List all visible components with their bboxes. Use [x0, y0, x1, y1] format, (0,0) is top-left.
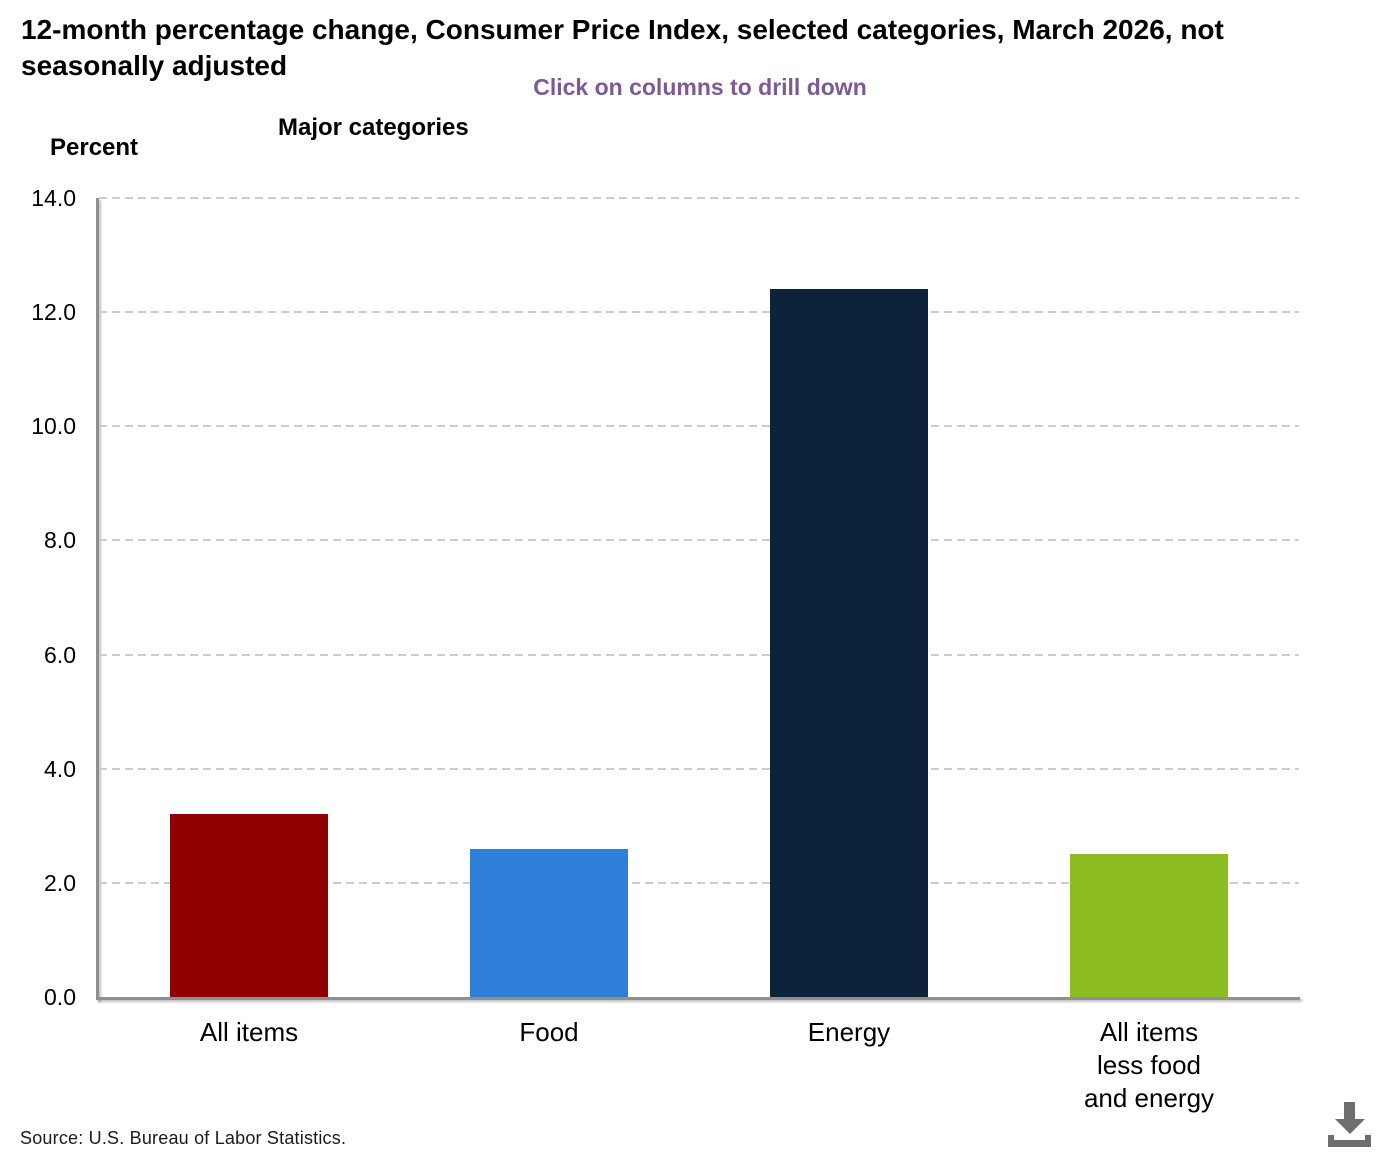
gridline — [99, 311, 1299, 313]
gridline — [99, 197, 1299, 199]
x-axis-label-line: and energy — [1083, 1083, 1215, 1113]
chart-subtitle: Click on columns to drill down — [533, 74, 867, 100]
x-axis-label: Energy — [739, 1016, 959, 1049]
y-tick-label: 8.0 — [44, 527, 76, 553]
y-tick-label: 12.0 — [31, 299, 76, 325]
x-axis-label-line: Energy — [807, 1017, 891, 1047]
x-axis-label-line: All items — [1099, 1017, 1199, 1047]
y-tick-label: 2.0 — [44, 870, 76, 896]
download-icon[interactable] — [1328, 1098, 1372, 1148]
bar-energy[interactable] — [770, 289, 928, 997]
gridline — [99, 768, 1299, 770]
chart-title-line-1: 12-month percentage change, Consumer Pri… — [21, 14, 1224, 45]
download-arrow-stem — [1344, 1102, 1355, 1119]
x-axis-title: Major categories — [278, 114, 469, 141]
x-axis-label-line: Food — [519, 1017, 579, 1047]
bar-food[interactable] — [470, 849, 628, 997]
gridline — [99, 425, 1299, 427]
download-arrow-head — [1335, 1119, 1365, 1134]
bar-all-items[interactable] — [170, 814, 328, 997]
source-text: Source: U.S. Bureau of Labor Statistics. — [20, 1128, 347, 1148]
y-tick-label: 0.0 — [44, 984, 76, 1010]
download-tray — [1328, 1135, 1371, 1147]
x-axis-label: Food — [439, 1016, 659, 1049]
y-tick-label: 6.0 — [44, 642, 76, 668]
bar-all-items-less-food-and-energy[interactable] — [1070, 854, 1228, 997]
x-axis-label: All items — [139, 1016, 359, 1049]
y-tick-label: 4.0 — [44, 756, 76, 782]
gridline — [99, 654, 1299, 656]
y-tick-label: 14.0 — [31, 185, 76, 211]
gridline — [99, 539, 1299, 541]
chart-title-line-2: seasonally adjusted — [21, 50, 288, 81]
plot-area — [99, 197, 1299, 997]
x-axis-label-line: less food — [1096, 1050, 1202, 1080]
y-axis-line — [96, 198, 99, 1000]
x-axis-label: All items less food and energy — [1039, 1016, 1259, 1115]
x-axis-line — [96, 997, 1300, 1000]
x-axis-label-line: All items — [199, 1017, 299, 1047]
chart-title: 12-month percentage change, Consumer Pri… — [21, 12, 1361, 84]
gridline — [99, 882, 1299, 884]
y-tick-label: 10.0 — [31, 413, 76, 439]
y-axis-title: Percent — [50, 134, 139, 161]
